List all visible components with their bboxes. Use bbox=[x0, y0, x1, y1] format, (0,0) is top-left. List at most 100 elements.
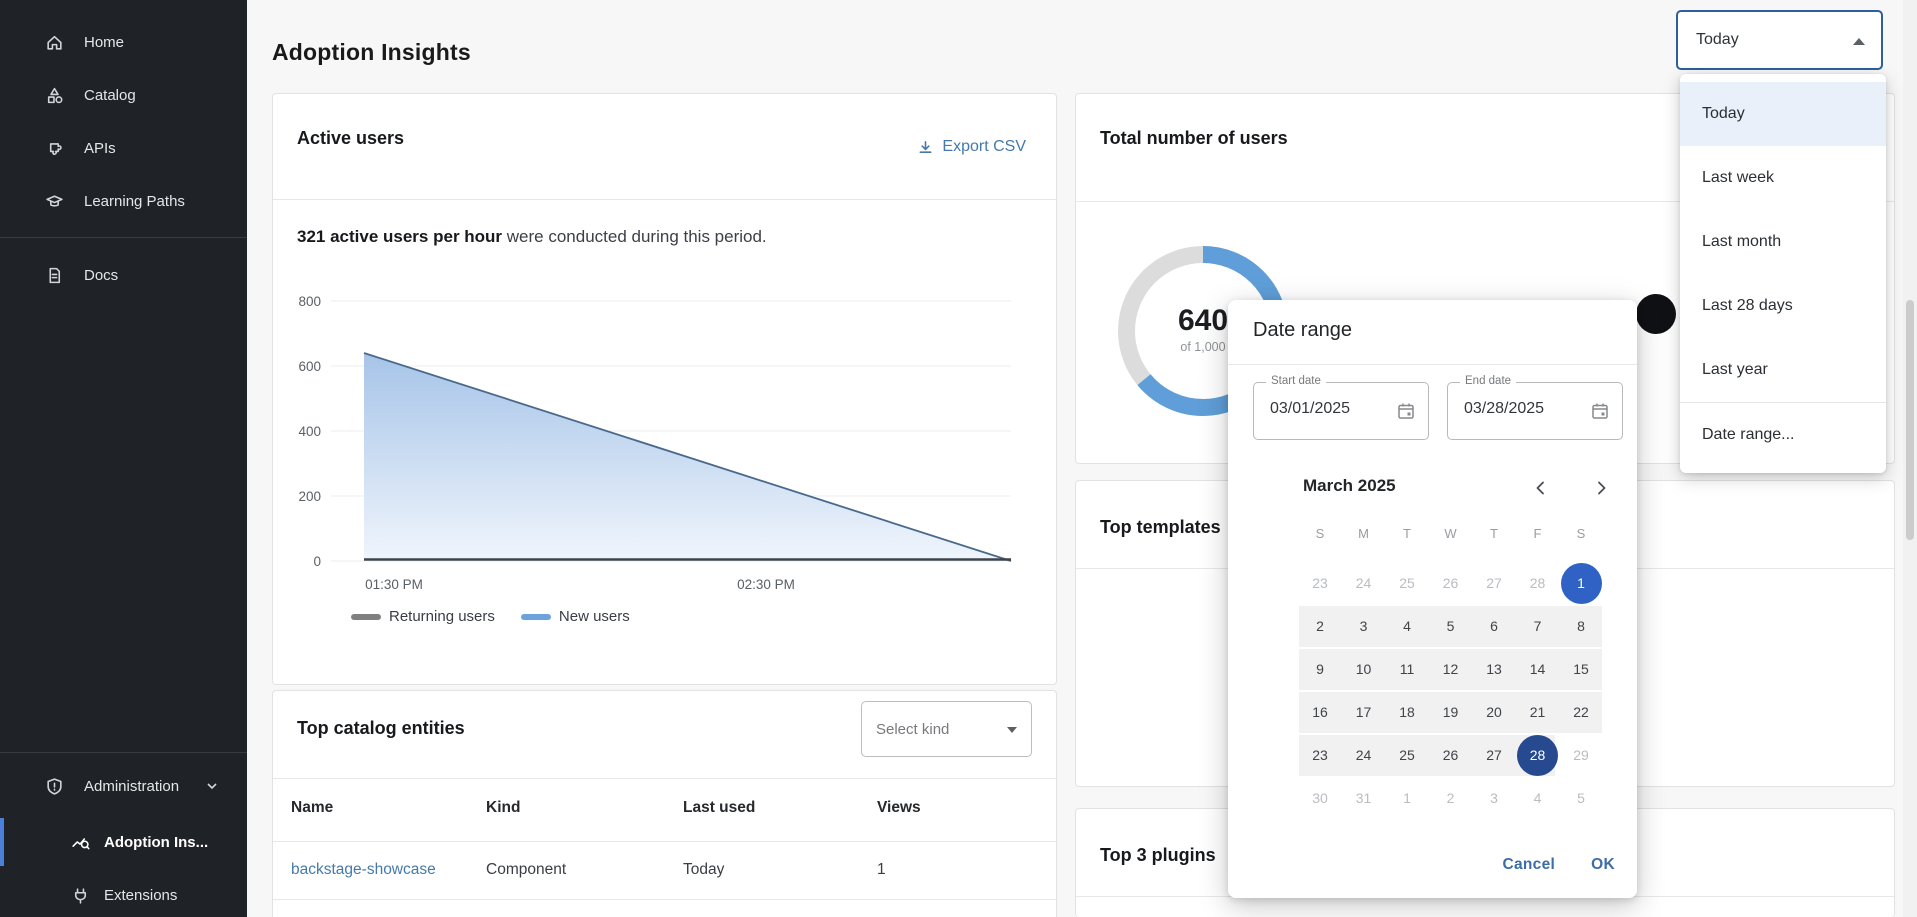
calendar-day[interactable]: 7 bbox=[1533, 618, 1542, 634]
column-header-name: Name bbox=[291, 799, 334, 816]
start-date-input[interactable]: Start date 03/01/2025 bbox=[1253, 375, 1429, 440]
catalog-icon bbox=[47, 87, 62, 103]
calendar-day[interactable]: 17 bbox=[1355, 704, 1372, 720]
calendar-day[interactable]: 26 bbox=[1442, 747, 1459, 763]
calendar-day[interactable]: 24 bbox=[1355, 747, 1372, 763]
chart-summary: 321 active users per hour were conducted… bbox=[297, 227, 767, 246]
ok-button[interactable]: OK bbox=[1591, 856, 1615, 873]
calendar-day[interactable]: 5 bbox=[1446, 618, 1455, 634]
legend-swatch bbox=[351, 613, 381, 620]
column-header-last-used: Last used bbox=[683, 799, 756, 816]
calendar-day[interactable]: 19 bbox=[1442, 704, 1459, 720]
caret-down-icon bbox=[1007, 727, 1017, 733]
x-axis-tick: 01:30 PM bbox=[365, 577, 423, 592]
menu-item-last-month[interactable]: Last month bbox=[1702, 233, 1782, 250]
sidebar-item-adoption-ins-[interactable]: Adoption Ins... bbox=[0, 825, 247, 859]
calendar-day[interactable]: 12 bbox=[1442, 661, 1459, 677]
calendar-day[interactable]: 2 bbox=[1446, 790, 1455, 806]
calendar-grid: 23 24 25 26 27 28 1 2 3 4 5 6 7 8 9 10 11 12 13 14 15 16 17 18 1… bbox=[1228, 562, 1637, 820]
calendar-day[interactable]: 22 bbox=[1573, 704, 1589, 720]
calendar-day[interactable]: 29 bbox=[1573, 747, 1589, 763]
kind-select[interactable]: Select kind bbox=[861, 701, 1032, 757]
menu-item-today[interactable]: Today bbox=[1680, 82, 1886, 146]
calendar-day[interactable]: 6 bbox=[1490, 618, 1498, 634]
calendar-day[interactable]: 1 bbox=[1403, 790, 1411, 806]
sidebar-item-extensions[interactable]: Extensions bbox=[0, 878, 247, 912]
menu-item-last-year[interactable]: Last year bbox=[1702, 361, 1768, 378]
export-csv-button[interactable]: Export CSV bbox=[917, 138, 1026, 156]
calendar-icon[interactable] bbox=[1396, 401, 1416, 421]
previous-month-button[interactable] bbox=[1531, 478, 1551, 498]
calendar-day[interactable]: 18 bbox=[1399, 704, 1415, 720]
cancel-button[interactable]: Cancel bbox=[1502, 856, 1556, 873]
scrollbar-track[interactable] bbox=[1903, 0, 1917, 917]
scrollbar-thumb[interactable] bbox=[1906, 300, 1914, 540]
menu-item-date-range[interactable]: Date range... bbox=[1702, 426, 1795, 443]
calendar-day[interactable]: 21 bbox=[1529, 704, 1546, 720]
calendar-day[interactable]: 27 bbox=[1486, 575, 1502, 591]
sidebar-item-home[interactable]: Home bbox=[0, 25, 247, 59]
legend-swatch bbox=[520, 613, 551, 620]
calendar-day[interactable]: 2 bbox=[1316, 618, 1324, 634]
end-date-input[interactable]: End date 03/28/2025 bbox=[1447, 375, 1623, 440]
floating-dark-circle[interactable] bbox=[1636, 294, 1676, 334]
calendar-day[interactable]: 16 bbox=[1312, 704, 1328, 720]
calendar-day[interactable]: 9 bbox=[1316, 661, 1324, 677]
new-users-line bbox=[363, 352, 1012, 562]
calendar-day[interactable]: 10 bbox=[1355, 661, 1372, 677]
calendar-day[interactable]: 23 bbox=[1312, 575, 1328, 591]
sidebar-item-docs[interactable]: Docs bbox=[0, 258, 247, 292]
column-header-kind: Kind bbox=[486, 799, 521, 816]
sidebar-item-label: Docs bbox=[84, 266, 119, 284]
calendar-day[interactable]: 13 bbox=[1486, 661, 1502, 677]
y-axis-tick: 800 bbox=[298, 294, 321, 309]
calendar-day[interactable]: 11 bbox=[1399, 661, 1415, 677]
dialog-title: Date range bbox=[1253, 319, 1352, 341]
calendar-day[interactable]: 14 bbox=[1529, 661, 1546, 677]
calendar-day[interactable]: 5 bbox=[1577, 790, 1585, 806]
sidebar-item-administration[interactable]: Administration bbox=[0, 769, 247, 803]
calendar-day[interactable]: 24 bbox=[1355, 575, 1372, 591]
card-title: Top templates bbox=[1100, 517, 1221, 537]
sidebar-item-learning-paths[interactable]: Learning Paths bbox=[0, 184, 247, 218]
sidebar-item-label: Home bbox=[84, 33, 125, 51]
calendar-day[interactable]: 23 bbox=[1312, 747, 1328, 763]
apis-icon bbox=[49, 142, 62, 155]
calendar-day[interactable]: 26 bbox=[1442, 575, 1459, 591]
date-range-select[interactable]: Today bbox=[1676, 10, 1883, 70]
calendar-day[interactable]: 25 bbox=[1399, 747, 1415, 763]
calendar-day[interactable]: 4 bbox=[1403, 618, 1411, 634]
calendar-day[interactable]: 4 bbox=[1533, 790, 1542, 806]
calendar-day[interactable]: 30 bbox=[1312, 790, 1328, 806]
sidebar-item-apis[interactable]: APIs bbox=[0, 131, 247, 165]
calendar-day[interactable]: 31 bbox=[1355, 790, 1372, 806]
weekday-label: S bbox=[1576, 526, 1586, 541]
calendar-day[interactable]: 27 bbox=[1486, 747, 1502, 763]
sidebar-item-catalog[interactable]: Catalog bbox=[0, 78, 247, 112]
active-users-card: Active users Export CSV 321 active users… bbox=[272, 93, 1057, 685]
calendar-day[interactable]: 20 bbox=[1486, 704, 1502, 720]
x-axis-tick: 02:30 PM bbox=[737, 577, 795, 592]
calendar-day[interactable]: 28 bbox=[1529, 575, 1546, 591]
card-title: Top catalog entities bbox=[297, 718, 465, 738]
range-highlight bbox=[1299, 735, 1555, 776]
calendar-day[interactable]: 8 bbox=[1577, 618, 1585, 634]
menu-item-last-week[interactable]: Last week bbox=[1702, 169, 1775, 186]
insights-icon bbox=[71, 837, 90, 849]
calendar-day[interactable]: 25 bbox=[1399, 575, 1415, 591]
next-month-button[interactable] bbox=[1591, 478, 1611, 498]
sidebar-item-label: Adoption Ins... bbox=[104, 833, 209, 851]
calendar-day[interactable]: 3 bbox=[1359, 618, 1368, 634]
calendar-day-selected-end[interactable]: 28 bbox=[1517, 735, 1558, 776]
range-highlight bbox=[1299, 606, 1602, 647]
calendar-day[interactable]: 15 bbox=[1573, 661, 1589, 677]
calendar-day-selected-start[interactable]: 1 bbox=[1560, 563, 1602, 604]
calendar-icon[interactable] bbox=[1590, 401, 1610, 421]
menu-item-last-28-days[interactable]: Last 28 days bbox=[1702, 297, 1793, 314]
calendar-day[interactable]: 3 bbox=[1490, 790, 1498, 806]
active-item-indicator bbox=[0, 818, 4, 866]
entity-link[interactable]: backstage-showcase bbox=[291, 861, 436, 878]
sidebar-item-label: Administration bbox=[84, 777, 180, 795]
